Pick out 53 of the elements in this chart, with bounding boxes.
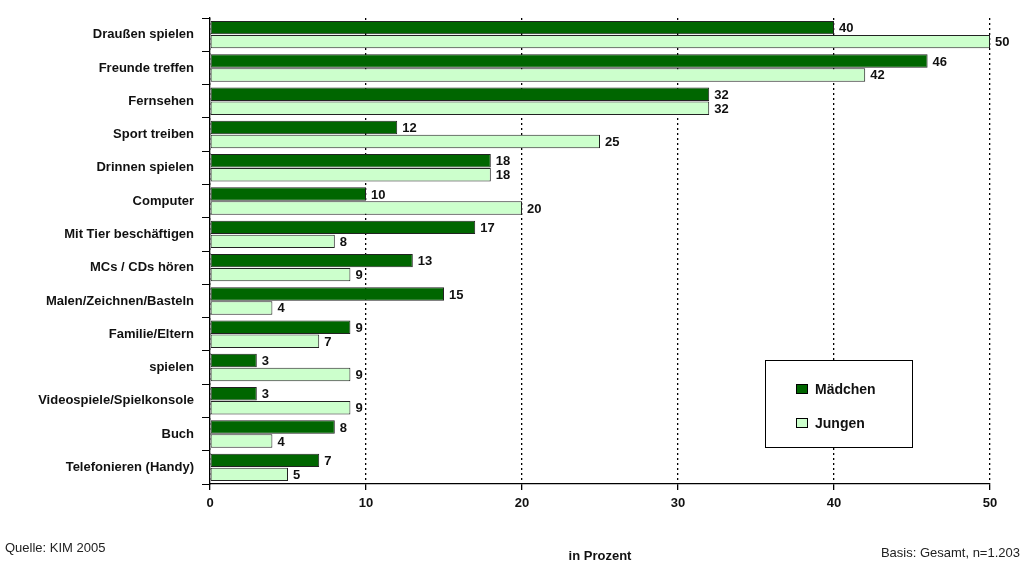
data-label: 46	[932, 53, 948, 69]
x-tick-label: 40	[826, 495, 842, 511]
y-tick-label: MCs / CDs hören	[89, 259, 195, 275]
data-label: 9	[355, 367, 363, 383]
data-label: 40	[839, 20, 854, 36]
y-tick-label: Freunde treffen	[98, 59, 195, 75]
y-tick-label: Fernsehen	[128, 92, 195, 108]
y-tick-label: Videospiele/Spielkonsole	[38, 392, 194, 408]
y-tick-label: Telefonieren (Handy)	[65, 458, 194, 474]
data-label: 5	[293, 466, 301, 482]
data-label: 18	[495, 153, 511, 169]
data-label: 8	[339, 419, 348, 435]
x-axis-title: in Prozent	[568, 547, 633, 563]
data-label: 4	[277, 433, 286, 449]
y-tick-label: Buch	[161, 425, 195, 441]
data-label: 10	[371, 186, 386, 202]
legend-label: Jungen	[815, 415, 865, 431]
text: Basis: Gesamt, n=1.203	[880, 545, 1020, 560]
source-note: Quelle: KIM 2005	[5, 540, 106, 555]
data-label: 32	[714, 86, 729, 102]
y-tick-label: spielen	[149, 359, 195, 375]
data-label: 15	[449, 286, 464, 302]
data-label: 32	[714, 100, 729, 116]
data-label: 3	[261, 353, 270, 369]
data-label: 4	[277, 300, 286, 316]
data-label: 9	[355, 400, 363, 416]
data-label: 18	[495, 167, 511, 183]
data-label: 25	[605, 134, 620, 150]
y-tick-label: Mit Tier beschäftigen	[64, 225, 195, 241]
x-tick-label: 30	[670, 495, 686, 511]
data-label: 42	[870, 67, 885, 83]
data-label: 13	[417, 253, 433, 269]
data-label: 12	[402, 120, 417, 136]
legend-label: Mädchen	[815, 381, 876, 397]
data-label: 20	[527, 200, 542, 216]
data-label: 3	[261, 386, 270, 402]
data-label: 7	[324, 452, 332, 468]
y-tick-label: Malen/Zeichnen/Basteln	[45, 292, 195, 308]
y-tick-label: Draußen spielen	[92, 26, 195, 42]
y-tick-label: Computer	[132, 192, 194, 208]
data-label: 17	[480, 219, 495, 235]
y-tick-label: Drinnen spielen	[96, 159, 195, 175]
data-label: 9	[355, 319, 363, 335]
y-tick-label: Sport treiben	[113, 126, 195, 142]
x-tick-label: 10	[358, 495, 374, 511]
x-tick-label: 50	[982, 495, 998, 511]
y-tick-label: Familie/Eltern	[108, 325, 195, 341]
data-label: 7	[324, 333, 332, 349]
data-label: 50	[995, 34, 1010, 50]
data-label: 9	[355, 267, 363, 283]
x-tick-label: 0	[206, 495, 214, 511]
x-tick-label: 20	[514, 495, 530, 511]
data-label: 8	[339, 233, 348, 249]
